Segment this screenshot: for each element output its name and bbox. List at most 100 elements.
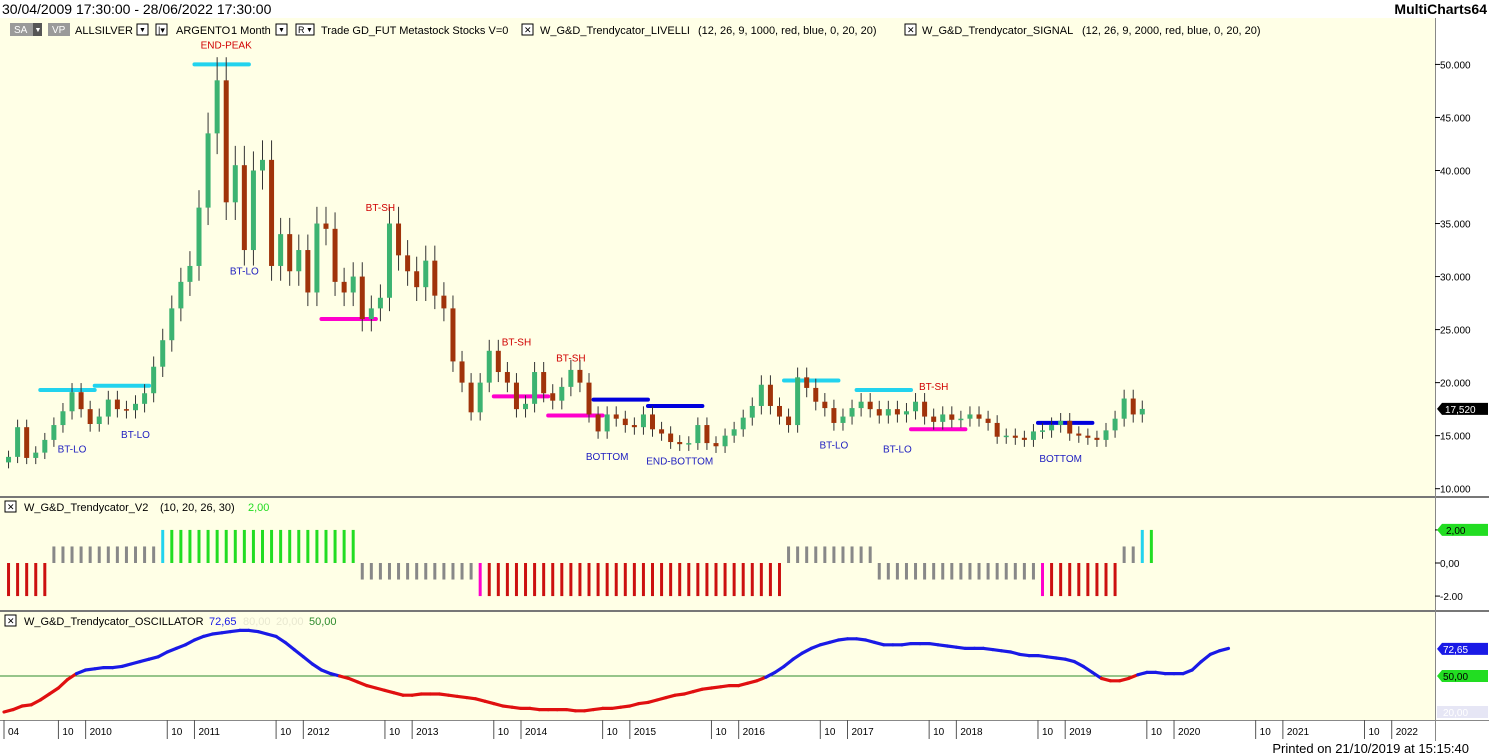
candle	[278, 217, 284, 281]
candle	[123, 400, 129, 419]
candle	[650, 406, 656, 437]
v2-axis-label: 0,00	[1440, 559, 1460, 570]
vp-button[interactable]	[48, 23, 70, 36]
osc-segment	[292, 647, 305, 659]
v2-panel-header: ✕ W_G&D_Trendycator_V2 (10, 20, 26, 30) …	[4, 500, 269, 514]
candle	[296, 234, 302, 286]
osc-segment	[800, 646, 813, 655]
candle-body	[749, 405, 755, 418]
chart-svg[interactable]: END-PEAK BT-LO BT-SH BT-LO BT-LO BT-SH BT-SH BO…	[0, 18, 1489, 741]
candle	[69, 383, 75, 420]
osc-segment	[56, 677, 70, 690]
candle	[405, 240, 411, 286]
r-button[interactable]	[295, 23, 315, 36]
resolution-dropdown[interactable]	[275, 23, 288, 36]
candle-body	[205, 133, 211, 208]
candle	[913, 393, 919, 420]
candle	[214, 57, 220, 155]
candle-body	[468, 382, 474, 413]
candle-body	[577, 369, 583, 383]
candle-body	[695, 425, 701, 444]
osc-segment	[1199, 652, 1212, 664]
time-axis-label: 2016	[743, 727, 766, 738]
candle-body	[296, 250, 302, 272]
chevron-down-icon: ▼	[278, 27, 285, 34]
osc-segment	[156, 650, 169, 659]
osc-faded-value-1: 80,00	[243, 616, 271, 628]
candle-body	[849, 408, 855, 417]
indicator1-params: (12, 26, 9, 1000, red, blue, 0, 20, 20)	[698, 25, 877, 37]
osc-segment	[29, 698, 42, 707]
candle-body	[613, 414, 619, 419]
candle	[840, 408, 846, 431]
candle	[613, 406, 619, 427]
time-axis-label: 2011	[198, 727, 220, 738]
time-axis-label: 10	[607, 727, 619, 738]
v2-close-button[interactable]	[4, 500, 17, 513]
candle	[223, 57, 229, 220]
candle	[151, 356, 157, 403]
candle-body	[1112, 418, 1118, 431]
v2-axis-bg	[1435, 498, 1489, 610]
osc-close-button[interactable]	[4, 614, 17, 627]
candle-body	[922, 401, 928, 417]
candle	[1112, 410, 1118, 438]
annotation-label: BOTTOM	[1039, 454, 1082, 465]
candle-body	[1040, 430, 1046, 432]
candle	[1058, 412, 1064, 433]
candle-body	[713, 443, 719, 447]
candle	[1121, 389, 1127, 427]
indicator2-close-button[interactable]	[904, 23, 917, 36]
price-axis-label: 10.000	[1440, 485, 1471, 496]
candle	[967, 406, 973, 427]
candle-body	[259, 159, 265, 171]
sa-dropdown-icon[interactable]	[33, 23, 42, 36]
candle-body	[731, 429, 737, 436]
candle-body	[513, 382, 519, 410]
sa-button[interactable]	[10, 23, 33, 36]
candle	[595, 406, 601, 439]
candle-body	[33, 452, 39, 458]
symbol-dropdown[interactable]	[136, 23, 149, 36]
candle	[78, 383, 84, 418]
price-axis-label: 45.000	[1440, 113, 1471, 124]
candle	[396, 206, 402, 271]
candle-body	[949, 414, 955, 420]
candle	[468, 373, 474, 421]
candle-body	[405, 255, 411, 272]
candle-body	[377, 297, 383, 309]
candle	[441, 282, 447, 322]
osc-segment	[74, 668, 88, 676]
candle-body	[686, 443, 692, 445]
candle-body	[495, 350, 501, 373]
osc-segment	[1208, 649, 1221, 657]
v2-indicator-params: (10, 20, 26, 30)	[160, 502, 235, 514]
candle	[749, 397, 755, 426]
osc-segment	[1081, 664, 1095, 675]
candle	[323, 206, 329, 246]
candle	[894, 400, 900, 423]
candle	[386, 206, 392, 312]
osc-indicator-name: W_G&D_Trendycator_OSCILLATOR	[24, 616, 204, 628]
candle	[33, 446, 39, 465]
time-axis-label: 2015	[634, 727, 657, 738]
candle-body	[42, 439, 48, 453]
candle	[722, 428, 728, 453]
osc-last-label: 72,65	[1443, 645, 1468, 656]
candle-body	[6, 456, 12, 463]
candle-body	[1139, 408, 1145, 415]
candle	[1076, 426, 1082, 443]
instrument-toggle[interactable]	[155, 23, 168, 36]
indicator1-close-button[interactable]	[521, 23, 534, 36]
v2-last-label: 2,00	[1446, 526, 1466, 537]
osc-segment	[1181, 668, 1194, 676]
candle	[903, 403, 909, 423]
candle	[695, 417, 701, 450]
candle-body	[804, 377, 810, 388]
candle-body	[1058, 420, 1064, 426]
candle-body	[114, 399, 120, 410]
candle	[922, 393, 928, 425]
candle-body	[368, 308, 374, 319]
annotation-label: BT-LO	[230, 266, 259, 277]
time-axis-label: 10	[62, 727, 74, 738]
